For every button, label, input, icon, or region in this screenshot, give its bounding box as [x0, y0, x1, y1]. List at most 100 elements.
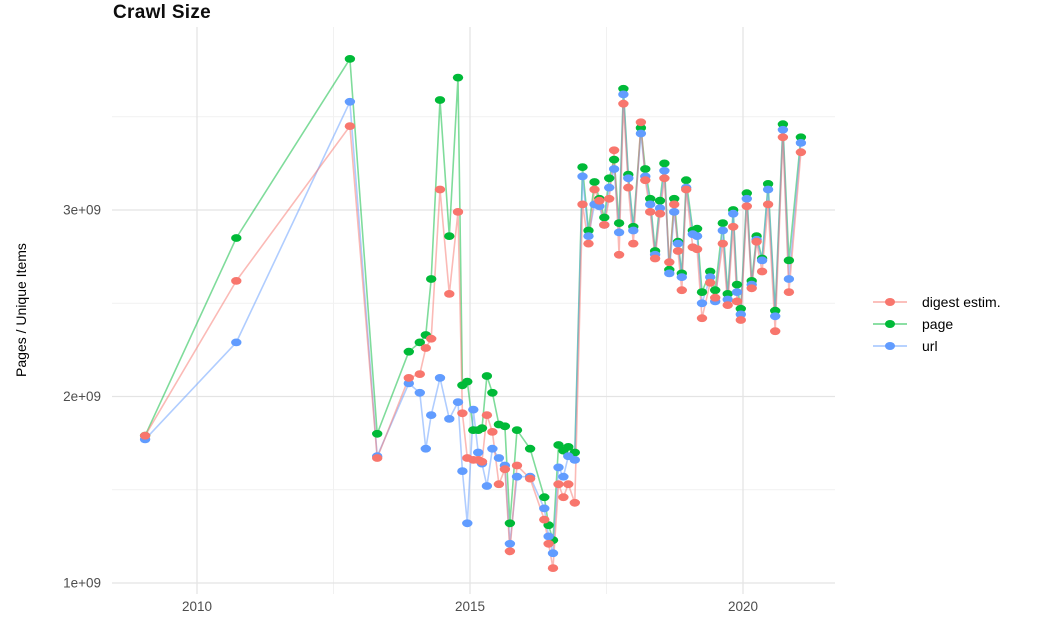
legend-item-url: url	[872, 335, 1001, 357]
data-point-digestestim	[669, 200, 680, 209]
data-point-page	[462, 377, 473, 386]
data-point-url	[756, 256, 768, 265]
data-point-url	[722, 295, 733, 304]
data-point-digestestim	[543, 539, 554, 548]
data-point-digestestim	[553, 480, 564, 489]
data-point-url	[487, 444, 498, 453]
data-point-digestestim	[481, 411, 493, 419]
data-point-page	[476, 424, 488, 433]
data-point-digestestim	[735, 316, 746, 324]
data-point-page	[577, 163, 588, 172]
data-point-page	[563, 443, 574, 451]
data-point-url	[735, 310, 746, 319]
data-point-page	[659, 159, 670, 168]
data-point-digestestim	[705, 278, 716, 287]
y-tick-label: 2e+09	[63, 389, 101, 404]
data-point-url	[691, 232, 703, 241]
data-point-digestestim	[756, 267, 768, 276]
data-point-digestestim	[589, 185, 600, 194]
data-point-page	[717, 219, 728, 228]
data-point-digestestim	[676, 286, 687, 295]
data-point-page	[599, 213, 610, 222]
data-point-page	[414, 338, 425, 347]
data-point-url	[420, 444, 431, 453]
data-point-page	[444, 232, 455, 241]
data-point-page	[741, 189, 752, 198]
data-point-digestestim	[618, 99, 629, 108]
data-point-url	[795, 139, 807, 147]
data-point-url	[577, 172, 588, 181]
data-point-page	[795, 133, 807, 142]
data-point-url	[664, 269, 675, 278]
data-point-page	[731, 280, 743, 289]
data-point-url	[462, 519, 473, 528]
data-point-digestestim	[457, 409, 468, 418]
data-point-url	[623, 174, 634, 183]
data-point-digestestim	[414, 370, 425, 378]
data-point-url	[618, 90, 629, 99]
x-tick-label: 2010	[182, 599, 212, 614]
series-line-url	[144, 93, 802, 555]
data-point-page	[696, 288, 708, 296]
data-point-url	[558, 472, 569, 481]
data-point-digestestim	[563, 480, 574, 489]
data-point-page	[618, 84, 629, 93]
data-point-digestestim	[728, 222, 739, 231]
data-point-page	[705, 267, 716, 276]
data-point-page	[372, 429, 383, 438]
data-point-page	[403, 347, 414, 356]
data-point-digestestim	[444, 290, 455, 298]
data-point-digestestim	[403, 374, 414, 382]
data-point-digestestim	[558, 493, 569, 502]
data-point-digestestim	[640, 176, 651, 185]
data-point-digestestim	[681, 185, 692, 194]
data-point-digestestim	[434, 185, 446, 194]
data-point-url	[741, 194, 752, 203]
data-point-digestestim	[691, 245, 703, 254]
data-point-digestestim	[139, 431, 151, 440]
data-point-page	[710, 286, 721, 295]
data-point-url	[628, 226, 639, 235]
data-point-url	[231, 338, 242, 347]
data-point-digestestim	[344, 122, 356, 130]
data-point-page	[669, 194, 680, 203]
data-point-url	[452, 398, 464, 406]
data-point-digestestim	[717, 239, 728, 248]
data-point-digestestim	[770, 327, 781, 336]
data-point-url	[539, 504, 550, 513]
data-point-url	[481, 482, 493, 490]
data-point-url	[468, 405, 479, 414]
data-point-url	[762, 185, 774, 194]
y-tick-label: 3e+09	[63, 203, 101, 218]
data-point-page	[344, 55, 356, 63]
data-point-digestestim	[420, 344, 431, 352]
data-point-url	[594, 202, 605, 211]
data-point-url	[473, 448, 484, 457]
data-point-url	[731, 288, 743, 296]
data-point-url	[770, 312, 781, 321]
data-point-digestestim	[696, 314, 708, 323]
data-point-digestestim	[499, 465, 511, 474]
data-point-digestestim	[623, 183, 634, 192]
data-point-digestestim	[635, 118, 647, 127]
data-point-digestestim	[664, 258, 675, 267]
data-point-url	[414, 388, 425, 397]
y-axis-title: Pages / Unique Items	[13, 243, 29, 377]
data-point-digestestim	[511, 461, 523, 470]
data-point-page	[434, 96, 446, 104]
data-point-url	[543, 532, 554, 541]
data-point-page	[231, 234, 242, 242]
legend-label-page: page	[922, 316, 954, 332]
data-point-page	[524, 444, 536, 453]
data-point-digestestim	[599, 221, 610, 229]
legend-key-url-icon	[873, 342, 907, 350]
data-point-url	[403, 379, 414, 388]
legend-item-page: page	[872, 313, 1001, 335]
data-point-digestestim	[231, 277, 242, 285]
data-point-digestestim	[539, 515, 550, 524]
data-point-digestestim	[645, 208, 656, 216]
page-title: Crawl Size	[113, 2, 212, 23]
data-point-url	[672, 239, 684, 248]
data-point-url	[511, 472, 523, 481]
data-point-page	[770, 306, 781, 315]
